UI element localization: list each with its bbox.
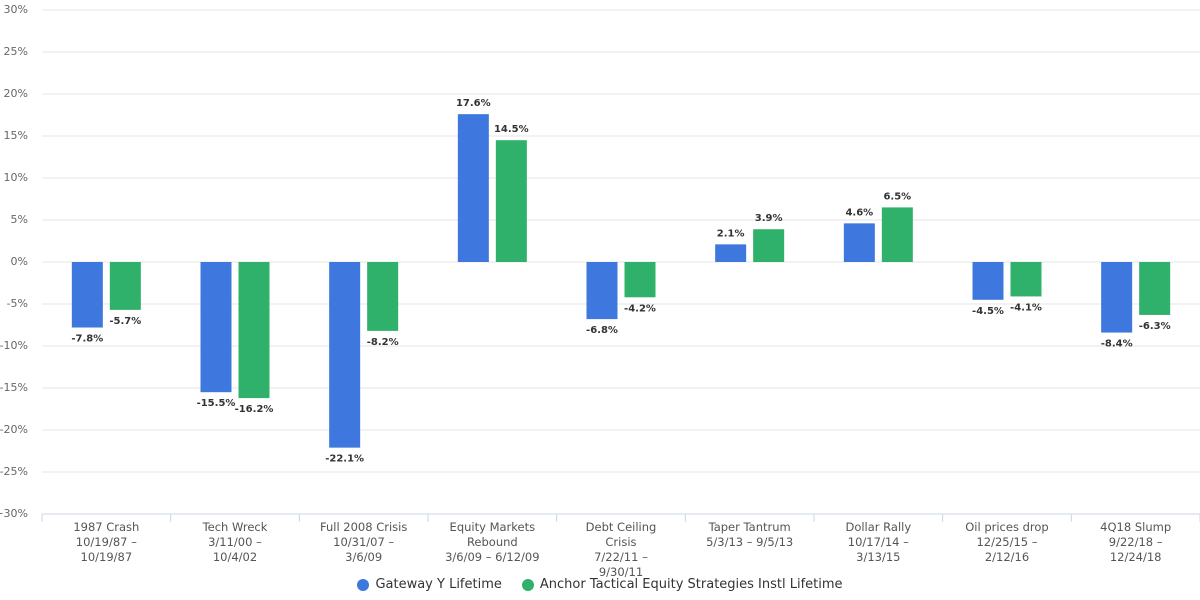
category-name: 4Q18 Slump bbox=[1100, 520, 1172, 534]
bar bbox=[753, 229, 785, 262]
data-label: 4.6% bbox=[845, 207, 873, 218]
data-label: -7.8% bbox=[71, 334, 103, 345]
data-label: -4.5% bbox=[972, 306, 1004, 317]
x-tick-label: 1987 Crash 10/19/87 – 10/19/87 bbox=[42, 520, 171, 565]
bar bbox=[329, 262, 361, 448]
x-tick-label: Oil prices drop 12/25/15 – 2/12/16 bbox=[943, 520, 1072, 565]
data-label: 17.6% bbox=[456, 98, 491, 109]
category-name: Debt Ceiling Crisis bbox=[585, 520, 657, 549]
data-label: -5.7% bbox=[109, 316, 141, 327]
bar bbox=[1010, 262, 1042, 297]
data-label: -6.8% bbox=[586, 325, 618, 336]
category-dates: 5/3/13 – 9/5/13 bbox=[706, 535, 794, 549]
category-dates: 3/6/09 – 6/12/09 bbox=[445, 550, 540, 564]
y-tick-label: -5% bbox=[7, 297, 28, 310]
bar bbox=[367, 262, 399, 331]
bar bbox=[238, 262, 270, 399]
bar bbox=[71, 262, 103, 328]
legend-label: Gateway Y Lifetime bbox=[375, 577, 502, 592]
y-tick-label: 30% bbox=[4, 3, 28, 16]
data-label: -22.1% bbox=[325, 454, 364, 465]
data-label: -4.2% bbox=[624, 303, 656, 314]
category-dates: 10/17/14 – 3/13/15 bbox=[847, 535, 909, 564]
data-label: 6.5% bbox=[883, 191, 911, 202]
data-label: -8.2% bbox=[367, 337, 399, 348]
data-label: -15.5% bbox=[197, 398, 236, 409]
category-name: Tech Wreck bbox=[202, 520, 268, 534]
data-label: -4.1% bbox=[1010, 302, 1042, 313]
bar bbox=[624, 262, 656, 298]
data-label: -8.4% bbox=[1101, 339, 1133, 350]
y-tick-label: -10% bbox=[0, 339, 28, 352]
bar bbox=[843, 223, 875, 262]
bar bbox=[972, 262, 1004, 300]
x-tick-label: Tech Wreck 3/11/00 – 10/4/02 bbox=[171, 520, 300, 565]
x-tick-label: Debt Ceiling Crisis 7/22/11 – 9/30/11 bbox=[557, 520, 686, 580]
category-dates: 10/19/87 – 10/19/87 bbox=[75, 535, 137, 564]
y-tick-label: −30% bbox=[0, 507, 28, 520]
legend-item[interactable]: Anchor Tactical Equity Strategies Instl … bbox=[521, 577, 843, 592]
bar bbox=[881, 207, 913, 262]
bar bbox=[1101, 262, 1133, 333]
data-label: 3.9% bbox=[755, 213, 783, 224]
y-tick-label: -20% bbox=[0, 423, 28, 436]
category-name: Taper Tantrum bbox=[708, 520, 791, 534]
y-tick-label: 0% bbox=[11, 255, 28, 268]
category-name: Dollar Rally bbox=[845, 520, 912, 534]
y-tick-label: -15% bbox=[0, 381, 28, 394]
legend-marker bbox=[357, 578, 370, 591]
legend-marker bbox=[521, 578, 534, 591]
bar bbox=[200, 262, 232, 393]
x-tick-label: Full 2008 Crisis 10/31/07 – 3/6/09 bbox=[299, 520, 428, 565]
category-name: Full 2008 Crisis bbox=[319, 520, 408, 534]
bar bbox=[715, 244, 747, 262]
category-dates: 3/11/00 – 10/4/02 bbox=[208, 535, 262, 564]
category-dates: 9/22/18 – 12/24/18 bbox=[1108, 535, 1163, 564]
category-dates: 7/22/11 – 9/30/11 bbox=[594, 550, 648, 579]
y-tick-label: 10% bbox=[4, 171, 28, 184]
category-name: Equity Markets Rebound bbox=[449, 520, 536, 549]
data-label: 2.1% bbox=[717, 228, 745, 239]
category-name: Oil prices drop bbox=[965, 520, 1049, 534]
category-name: 1987 Crash bbox=[73, 520, 140, 534]
bar bbox=[586, 262, 618, 320]
category-dates: 12/25/15 – 2/12/16 bbox=[976, 535, 1038, 564]
bar bbox=[457, 114, 489, 262]
y-tick-label: -25% bbox=[0, 465, 28, 478]
bar bbox=[1139, 262, 1171, 315]
x-tick-label: Taper Tantrum 5/3/13 – 9/5/13 bbox=[685, 520, 814, 550]
bar bbox=[109, 262, 141, 310]
y-tick-label: 5% bbox=[11, 213, 28, 226]
y-tick-label: 15% bbox=[4, 129, 28, 142]
x-tick-label: 4Q18 Slump 9/22/18 – 12/24/18 bbox=[1071, 520, 1200, 565]
data-label: -16.2% bbox=[235, 404, 274, 415]
legend-item[interactable]: Gateway Y Lifetime bbox=[357, 577, 502, 592]
data-label: 14.5% bbox=[494, 124, 529, 135]
legend-label: Anchor Tactical Equity Strategies Instl … bbox=[539, 577, 843, 592]
x-tick-label: Dollar Rally 10/17/14 – 3/13/15 bbox=[814, 520, 943, 565]
y-tick-label: 25% bbox=[4, 45, 28, 58]
category-dates: 10/31/07 – 3/6/09 bbox=[333, 535, 395, 564]
legend: Gateway Y Lifetime Anchor Tactical Equity… bbox=[0, 577, 1200, 592]
x-tick-label: Equity Markets Rebound 3/6/09 – 6/12/09 bbox=[428, 520, 557, 565]
bar bbox=[495, 140, 527, 262]
data-label: -6.3% bbox=[1139, 321, 1171, 332]
y-tick-label: 20% bbox=[4, 87, 28, 100]
